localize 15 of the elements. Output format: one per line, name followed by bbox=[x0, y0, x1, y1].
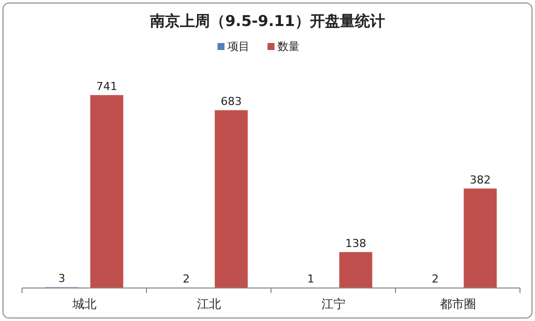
legend-label: 项目 bbox=[228, 40, 250, 53]
data-label: 741 bbox=[96, 80, 118, 94]
x-tick-label: 江宁 bbox=[321, 297, 346, 311]
x-tick-label: 城北 bbox=[71, 297, 96, 311]
data-label: 2 bbox=[182, 272, 190, 286]
chart-title: 南京上周（9.5-9.11）开盘量统计 bbox=[149, 12, 385, 30]
x-tick-label: 江北 bbox=[196, 297, 221, 311]
data-label: 683 bbox=[220, 95, 242, 108]
data-label: 382 bbox=[470, 174, 491, 187]
data-label: 1 bbox=[307, 272, 314, 286]
legend-label: 数量 bbox=[278, 40, 300, 53]
data-label: 2 bbox=[432, 272, 439, 286]
data-label: 138 bbox=[345, 237, 366, 250]
x-tick-label: 都市圈 bbox=[440, 297, 476, 311]
data-label: 3 bbox=[58, 272, 66, 286]
